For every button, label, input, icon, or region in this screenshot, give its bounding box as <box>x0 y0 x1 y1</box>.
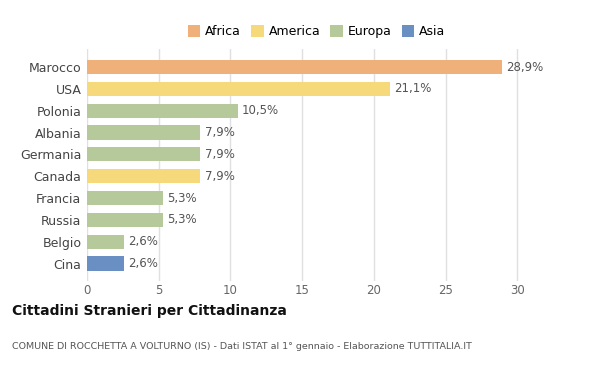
Bar <box>87 147 200 162</box>
Bar <box>87 191 163 205</box>
Text: 5,3%: 5,3% <box>167 192 197 204</box>
Bar <box>87 256 124 271</box>
Legend: Africa, America, Europa, Asia: Africa, America, Europa, Asia <box>185 23 448 41</box>
Text: 28,9%: 28,9% <box>506 60 543 74</box>
Bar <box>87 60 502 74</box>
Text: 10,5%: 10,5% <box>242 104 279 117</box>
Bar <box>87 169 200 183</box>
Bar <box>87 125 200 139</box>
Text: 7,9%: 7,9% <box>205 148 235 161</box>
Text: 2,6%: 2,6% <box>128 257 158 270</box>
Bar <box>87 234 124 249</box>
Bar <box>87 213 163 227</box>
Text: 21,1%: 21,1% <box>394 82 431 95</box>
Bar <box>87 104 238 118</box>
Text: COMUNE DI ROCCHETTA A VOLTURNO (IS) - Dati ISTAT al 1° gennaio - Elaborazione TU: COMUNE DI ROCCHETTA A VOLTURNO (IS) - Da… <box>12 342 472 351</box>
Text: Cittadini Stranieri per Cittadinanza: Cittadini Stranieri per Cittadinanza <box>12 304 287 318</box>
Text: 2,6%: 2,6% <box>128 235 158 248</box>
Bar <box>87 82 389 96</box>
Text: 7,9%: 7,9% <box>205 126 235 139</box>
Text: 7,9%: 7,9% <box>205 170 235 183</box>
Text: 5,3%: 5,3% <box>167 214 197 226</box>
